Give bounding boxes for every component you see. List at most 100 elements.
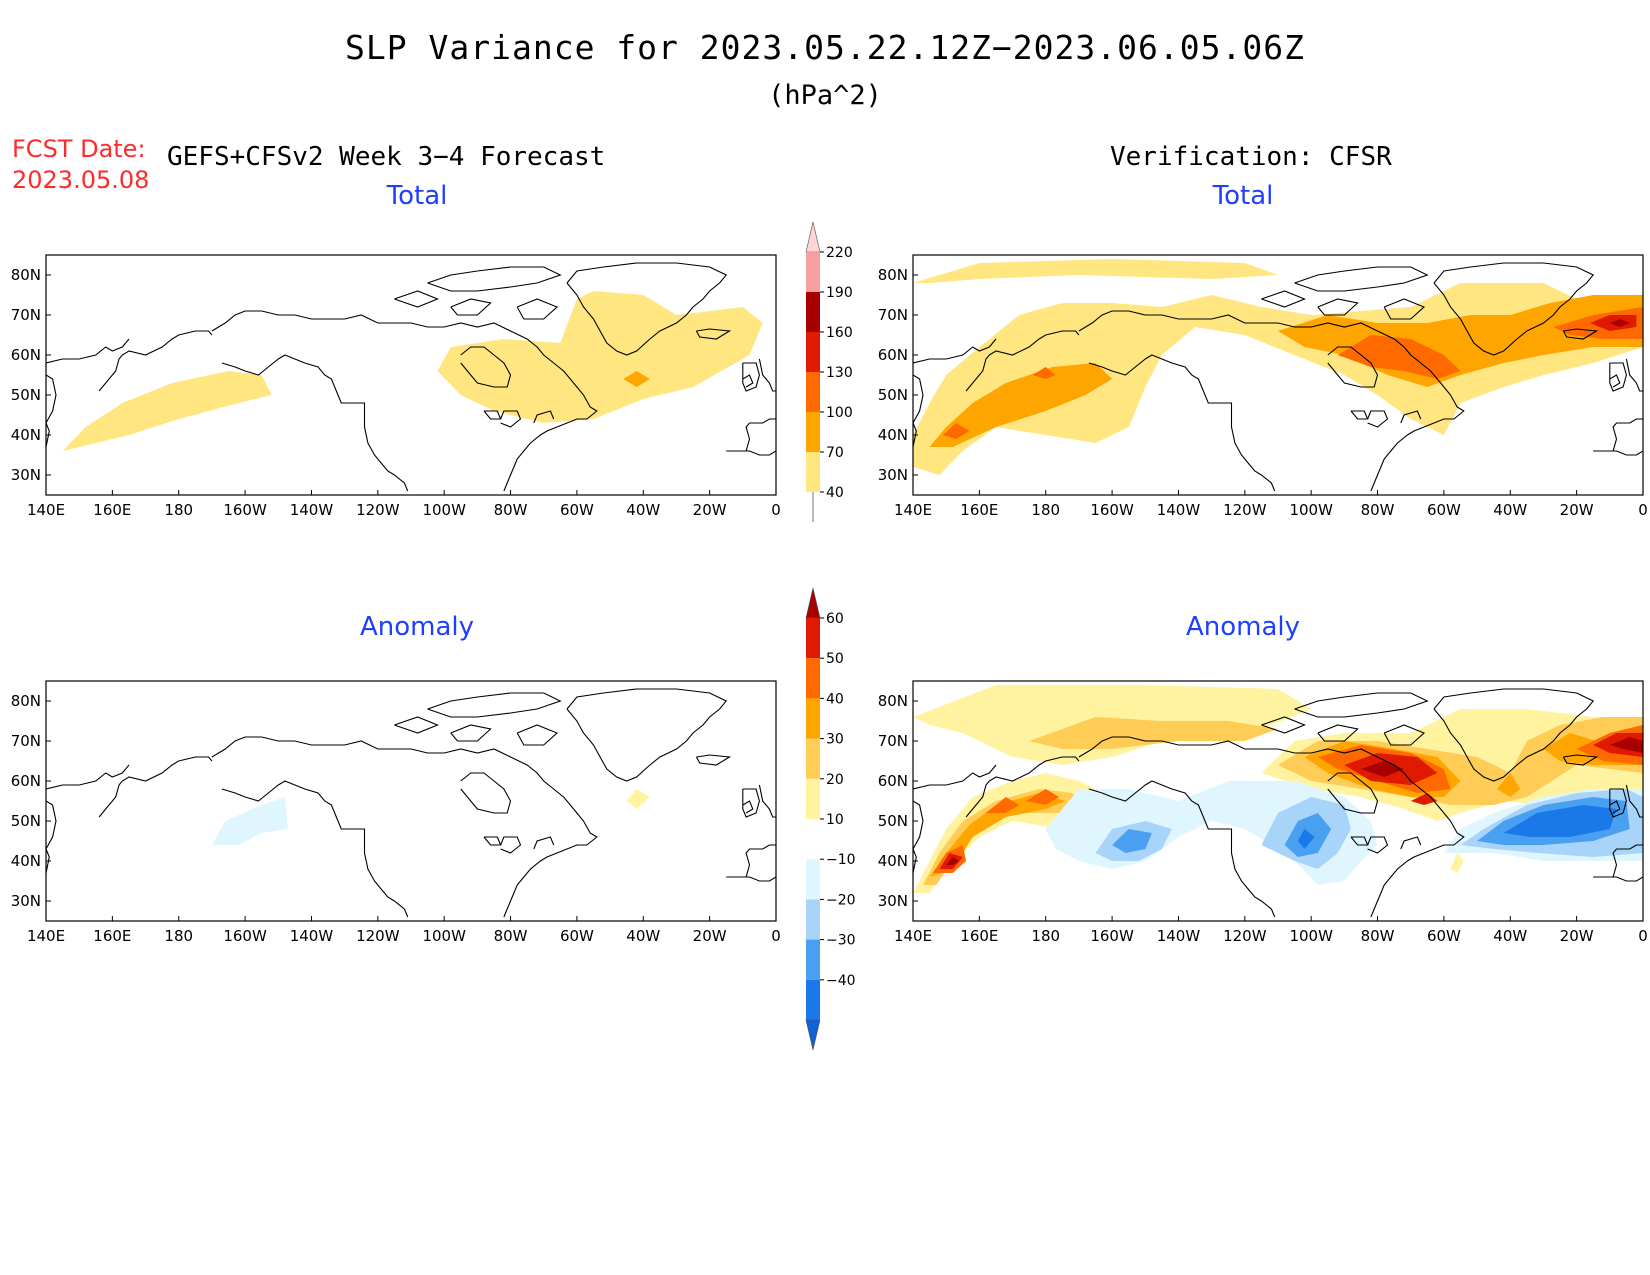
coastline-11 bbox=[1294, 266, 1429, 292]
fcst-date-value: 2023.05.08 bbox=[12, 166, 150, 194]
colorbar-segment bbox=[806, 859, 820, 900]
coastline-2 bbox=[965, 330, 1080, 392]
lon-tick-label: 160W bbox=[223, 501, 267, 519]
panel-title-fcst-total: Total bbox=[386, 181, 448, 211]
coastline-3 bbox=[46, 764, 130, 790]
colorbar-label: 190 bbox=[826, 285, 853, 301]
coastline-1 bbox=[46, 848, 50, 874]
lon-tick-label: 100W bbox=[1289, 927, 1333, 945]
contour-region-2 bbox=[929, 363, 1113, 447]
lat-tick-label: 50N bbox=[11, 812, 41, 830]
panel-title-obs-total: Total bbox=[1212, 181, 1274, 211]
map-frame bbox=[912, 254, 1644, 496]
coastline-20 bbox=[726, 450, 776, 456]
lon-tick-label: 140W bbox=[290, 927, 334, 945]
coastline-18 bbox=[758, 358, 776, 392]
colorbar-label: −20 bbox=[826, 892, 856, 908]
colorbar-label: −10 bbox=[826, 852, 856, 868]
lon-tick-label: 140E bbox=[894, 927, 932, 945]
contour-region-14 bbox=[1497, 773, 1521, 797]
lon-tick-label: 40W bbox=[626, 501, 660, 519]
contour-region-21 bbox=[1609, 737, 1643, 753]
map-panel-fcst-anom: 140E 160E 180 160W 140W 120W 100W 80W 60W 40W 20W 0… bbox=[11, 680, 781, 945]
coastline-8 bbox=[483, 836, 502, 846]
lat-tick-label: 50N bbox=[878, 386, 908, 404]
coastline-3 bbox=[913, 338, 997, 364]
coastline-15 bbox=[695, 754, 732, 766]
forecast-heading: GEFS+CFSv2 Week 3−4 Forecast bbox=[167, 142, 606, 172]
lat-tick-label: 40N bbox=[11, 426, 41, 444]
coastline-1 bbox=[46, 422, 50, 448]
colorbar-segment bbox=[806, 819, 820, 860]
lon-tick-label: 100W bbox=[422, 501, 466, 519]
lat-tick-label: 70N bbox=[878, 732, 908, 750]
coastline-6 bbox=[460, 346, 512, 388]
colorbar-label: 50 bbox=[826, 651, 844, 667]
fcst-date-label: FCST Date: bbox=[12, 135, 146, 163]
lon-tick-label: 40W bbox=[1493, 927, 1527, 945]
coastline-0 bbox=[46, 800, 57, 850]
coastline-10 bbox=[1433, 688, 1595, 782]
lat-tick-label: 60N bbox=[11, 346, 41, 364]
lon-tick-label: 60W bbox=[560, 501, 594, 519]
panel-title-fcst-anomaly: Anomaly bbox=[359, 612, 475, 642]
coastline-16 bbox=[742, 362, 760, 392]
coastline-13 bbox=[450, 298, 492, 316]
coastline-11 bbox=[427, 266, 562, 292]
lat-tick-label: 70N bbox=[11, 732, 41, 750]
lat-tick-label: 60N bbox=[878, 346, 908, 364]
coastline-10 bbox=[566, 262, 728, 356]
contour-region-25 bbox=[1112, 829, 1152, 853]
coastline-4 bbox=[211, 736, 598, 918]
map-panel-obs-anom: 140E 160E 180 160W 140W 120W 100W 80W 60W 40W 20W 0… bbox=[878, 680, 1648, 945]
verification-heading: Verification: CFSR bbox=[1110, 142, 1392, 172]
main-units: (hPa^2) bbox=[768, 80, 882, 111]
colorbar-label: 40 bbox=[826, 691, 844, 707]
coastlines bbox=[913, 262, 1643, 492]
lat-tick-label: 50N bbox=[11, 386, 41, 404]
contour-region-9 bbox=[946, 857, 960, 865]
coastline-10 bbox=[1433, 262, 1595, 356]
contour-region-0 bbox=[211, 797, 289, 845]
coastline-12 bbox=[394, 716, 439, 734]
colorbar-segment bbox=[806, 372, 820, 412]
coastline-18 bbox=[1625, 358, 1643, 392]
main-title: SLP Variance for 2023.05.22.12Z−2023.06.… bbox=[345, 28, 1305, 67]
colorbar-segment bbox=[806, 332, 820, 372]
colorbar-lower-tip bbox=[805, 1019, 821, 1051]
contour-region-2 bbox=[623, 371, 650, 387]
colorbar-segment bbox=[806, 778, 820, 819]
colorbar-segment bbox=[806, 292, 820, 332]
coastline-9 bbox=[1400, 836, 1422, 850]
coastline-14 bbox=[516, 298, 559, 320]
lat-tick-label: 60N bbox=[878, 772, 908, 790]
lon-tick-label: 100W bbox=[422, 927, 466, 945]
coastline-12 bbox=[394, 290, 439, 308]
coastline-11 bbox=[427, 692, 562, 718]
map-panel-obs-total: 140E 160E 180 160W 140W 120W 100W 80W 60W 40W 20W 0… bbox=[878, 254, 1648, 519]
coastline-9 bbox=[533, 836, 555, 850]
lon-tick-label: 20W bbox=[693, 501, 727, 519]
colorbar-label: 10 bbox=[826, 812, 844, 828]
coastline-3 bbox=[46, 338, 130, 364]
lat-tick-label: 80N bbox=[878, 266, 908, 284]
coastline-9 bbox=[1400, 410, 1422, 424]
colorbar-segment bbox=[806, 252, 820, 292]
contour-region-19 bbox=[1410, 793, 1438, 805]
lon-tick-label: 140E bbox=[27, 501, 65, 519]
coastline-0 bbox=[913, 374, 924, 424]
colorbar-segment bbox=[806, 658, 820, 699]
lon-tick-label: 60W bbox=[560, 927, 594, 945]
lon-tick-label: 160W bbox=[223, 927, 267, 945]
coastline-19 bbox=[1612, 418, 1643, 452]
colorbar-label: 20 bbox=[826, 772, 844, 788]
map-frame bbox=[912, 680, 1644, 922]
lon-tick-label: 140W bbox=[1157, 501, 1201, 519]
coastline-19 bbox=[1612, 844, 1643, 878]
coastline-14 bbox=[516, 724, 559, 746]
coastline-0 bbox=[46, 374, 57, 424]
coastline-7 bbox=[500, 410, 522, 428]
lat-tick-label: 30N bbox=[878, 892, 908, 910]
lon-tick-label: 20W bbox=[693, 927, 727, 945]
coastline-9 bbox=[533, 410, 555, 424]
